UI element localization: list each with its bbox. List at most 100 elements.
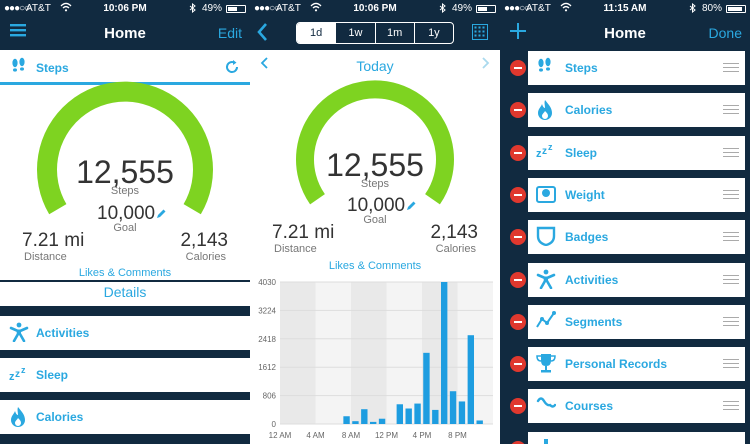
range-segmented-control: 1d 1w 1m 1y <box>296 22 454 44</box>
distance-label: Distance <box>24 251 67 263</box>
bar <box>396 404 404 424</box>
bar <box>361 409 368 424</box>
delete-tile-icon[interactable] <box>510 398 526 415</box>
delete-tile-icon[interactable] <box>510 186 526 203</box>
tile-row[interactable]: Activities <box>528 262 745 297</box>
delete-tile-icon[interactable] <box>510 271 526 288</box>
svg-text:z: z <box>542 146 547 157</box>
reorder-handle-icon[interactable] <box>723 105 739 115</box>
tile-row[interactable]: Segments <box>528 304 745 339</box>
tile-label: Activities <box>565 272 619 287</box>
svg-text:z: z <box>548 142 553 152</box>
edit-button[interactable]: Edit <box>217 25 242 41</box>
done-button[interactable]: Done <box>708 25 742 41</box>
delete-tile-icon[interactable] <box>510 313 526 330</box>
navigation-bar: Home Edit <box>0 16 250 50</box>
segment-1d[interactable]: 1d <box>297 23 337 43</box>
bar <box>476 420 483 424</box>
goal-label: Goal <box>363 214 387 226</box>
bar <box>449 391 457 424</box>
delete-tile-icon[interactable] <box>510 102 526 119</box>
calories-label: Calories <box>435 243 476 255</box>
bar <box>458 401 466 424</box>
activity-person-icon <box>9 322 29 347</box>
calendar-grid-icon[interactable] <box>472 24 488 45</box>
delete-tile-icon[interactable] <box>510 60 526 76</box>
edit-goal-icon[interactable] <box>405 199 417 217</box>
carrier-name: AT&T <box>276 3 301 14</box>
tile-row[interactable]: Steps <box>528 51 745 85</box>
tile-row[interactable]: Badges <box>528 220 745 255</box>
tile-label: Personal Records <box>565 357 668 372</box>
row-calories[interactable]: Calories <box>0 400 250 434</box>
bluetooth-icon <box>189 2 196 16</box>
status-time: 11:15 AM <box>603 3 647 14</box>
footprints-icon <box>10 57 28 80</box>
reorder-handle-icon[interactable] <box>723 401 739 411</box>
divider <box>0 350 250 358</box>
status-time: 10:06 PM <box>353 3 397 14</box>
edit-tiles-panel: ●●●○○ AT&T 11:15 AM 80% Home Done Steps C… <box>500 0 750 444</box>
next-day-chevron-icon[interactable] <box>482 56 490 72</box>
x-tick-label: 4 AM <box>306 431 325 440</box>
reorder-handle-icon[interactable] <box>723 359 739 369</box>
reorder-handle-icon[interactable] <box>723 189 739 199</box>
add-plus-icon[interactable] <box>510 23 526 44</box>
reorder-handle-icon[interactable] <box>723 63 739 72</box>
bar <box>352 421 359 424</box>
tile-row[interactable]: Weight <box>528 177 745 212</box>
bar <box>414 403 421 424</box>
divider <box>0 306 250 316</box>
menu-icon[interactable] <box>10 23 26 42</box>
divider <box>0 434 250 444</box>
plot-band <box>280 282 316 424</box>
tile-label: Sleep <box>565 145 598 160</box>
back-chevron-icon[interactable] <box>256 22 268 47</box>
tile-row[interactable] <box>528 431 745 444</box>
trophy-icon <box>536 353 556 378</box>
reorder-handle-icon[interactable] <box>723 274 739 284</box>
nav-title: Home <box>104 25 146 42</box>
edit-goal-icon[interactable] <box>155 207 167 225</box>
battery-level <box>728 7 743 11</box>
tile-row[interactable]: Personal Records <box>528 347 745 382</box>
reorder-handle-icon[interactable] <box>723 232 739 242</box>
segment-1w[interactable]: 1w <box>336 23 376 43</box>
tile-row[interactable]: z z z Sleep <box>528 135 745 170</box>
steps-gauge <box>296 80 454 205</box>
delete-tile-icon[interactable] <box>510 356 526 373</box>
calories-value: 2,143 <box>430 222 478 243</box>
tile-label: Segments <box>565 314 623 329</box>
delete-tile-icon[interactable] <box>510 440 526 444</box>
battery-icon <box>726 5 746 13</box>
likes-comments-link[interactable]: Likes & Comments <box>78 267 172 279</box>
delete-tile-icon[interactable] <box>510 229 526 246</box>
tile-row[interactable]: Calories <box>528 93 745 128</box>
carrier-name: AT&T <box>26 3 51 14</box>
delete-tile-icon[interactable] <box>510 144 526 161</box>
sync-icon[interactable] <box>224 59 240 80</box>
courses-icon <box>536 395 557 418</box>
reorder-handle-icon[interactable] <box>723 316 739 326</box>
segment-1y[interactable]: 1y <box>428 27 440 39</box>
footprints-icon <box>536 57 554 80</box>
previous-day-chevron-icon[interactable] <box>260 56 268 72</box>
steps-detail-panel: ●●●○○ AT&T 10:06 PM 49% 1d 1w 1m 1y Toda… <box>250 0 500 444</box>
goal-label: Goal <box>113 222 137 234</box>
calories-label: Calories <box>185 251 226 263</box>
segment-1m[interactable]: 1m <box>376 23 415 43</box>
row-activities[interactable]: Activities <box>0 316 250 350</box>
steps-count: 12,555 <box>76 154 174 190</box>
likes-comments-link[interactable]: Likes & Comments <box>328 260 422 272</box>
divider <box>0 280 250 282</box>
carrier-name: AT&T <box>526 3 551 14</box>
steps-gauge <box>37 81 213 215</box>
reorder-handle-icon[interactable] <box>723 147 739 157</box>
tile-row[interactable]: Courses <box>528 389 745 424</box>
date-navigator: Today <box>250 50 500 80</box>
svg-text:z: z <box>536 148 542 160</box>
x-tick-label: 12 AM <box>269 431 292 440</box>
flame-icon <box>536 99 554 126</box>
